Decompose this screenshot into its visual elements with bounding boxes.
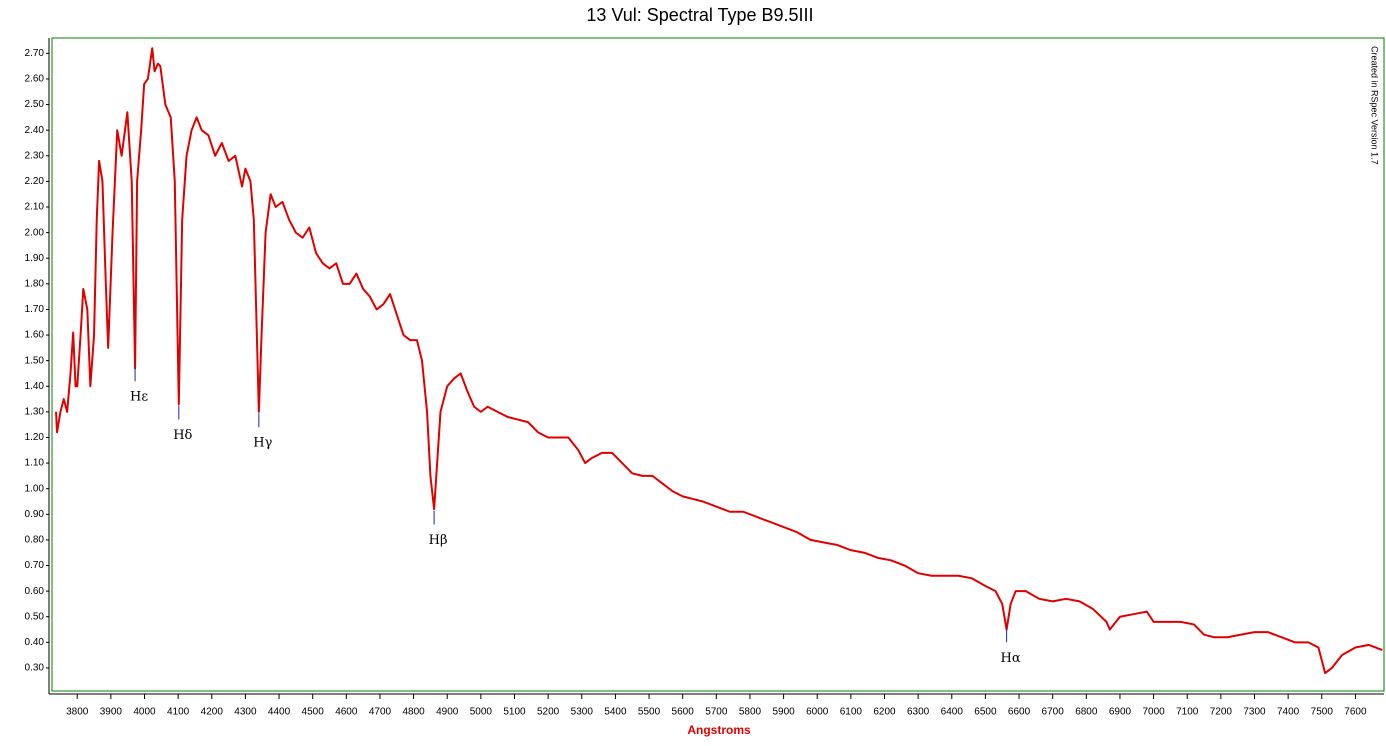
x-axis-label: Angstroms: [687, 723, 751, 737]
y-tick-label: 1.20: [25, 432, 45, 443]
y-tick-label: 1.40: [25, 381, 45, 392]
y-tick-label: 0.90: [25, 509, 45, 520]
y-tick-label: 1.80: [25, 278, 45, 289]
x-tick-label: 5500: [638, 707, 661, 718]
x-tick-label: 6800: [1075, 707, 1098, 718]
x-tick-label: 5000: [470, 707, 493, 718]
line-label: Hβ: [429, 533, 448, 548]
x-tick-label: 7500: [1311, 707, 1334, 718]
x-tick-label: 6200: [873, 707, 896, 718]
y-tick-label: 0.70: [25, 560, 45, 571]
y-tick-label: 2.10: [25, 202, 45, 213]
plot-frame: [51, 37, 1385, 692]
x-tick-label: 7100: [1176, 707, 1199, 718]
x-tick-label: 6000: [806, 707, 829, 718]
y-tick-label: 2.20: [25, 176, 45, 187]
x-tick-label: 4100: [167, 707, 190, 718]
chart-title: 13 Vul: Spectral Type B9.5III: [586, 5, 813, 25]
x-tick-label: 4600: [335, 707, 358, 718]
x-tick-label: 7300: [1243, 707, 1266, 718]
x-tick-label: 7200: [1210, 707, 1233, 718]
x-tick-label: 4800: [402, 707, 425, 718]
y-tick-label: 2.50: [25, 99, 45, 110]
line-label: Hα: [1001, 651, 1021, 666]
y-tick-label: 2.40: [25, 125, 45, 136]
y-tick-label: 0.50: [25, 611, 45, 622]
y-tick-label: 0.60: [25, 586, 45, 597]
x-tick-label: 6600: [1008, 707, 1031, 718]
line-label: Hδ: [173, 428, 192, 443]
x-tick-label: 5100: [503, 707, 526, 718]
y-tick-label: 1.00: [25, 483, 45, 494]
x-tick-label: 6700: [1042, 707, 1065, 718]
x-tick-label: 4000: [133, 707, 156, 718]
y-tick-label: 1.60: [25, 330, 45, 341]
x-tick-label: 5300: [571, 707, 594, 718]
y-tick-label: 2.30: [25, 150, 45, 161]
x-tick-label: 5600: [672, 707, 695, 718]
x-tick-label: 7600: [1344, 707, 1367, 718]
y-tick-label: 1.50: [25, 355, 45, 366]
x-tick-label: 6900: [1109, 707, 1132, 718]
y-tick-label: 0.80: [25, 535, 45, 546]
y-tick-label: 1.70: [25, 304, 45, 315]
x-tick-label: 3800: [66, 707, 89, 718]
x-tick-label: 7000: [1142, 707, 1165, 718]
y-tick-label: 1.30: [25, 407, 45, 418]
x-tick-label: 4400: [268, 707, 291, 718]
y-tick-label: 2.00: [25, 227, 45, 238]
watermark: Created in RSpec Version 1.7: [1370, 46, 1380, 165]
y-tick-label: 0.30: [25, 663, 45, 674]
line-label: Hγ: [253, 436, 272, 451]
y-tick-label: 2.70: [25, 48, 45, 59]
x-tick-label: 4300: [234, 707, 257, 718]
x-tick-label: 4700: [369, 707, 392, 718]
y-tick-label: 2.60: [25, 74, 45, 85]
x-tick-label: 5200: [537, 707, 560, 718]
y-tick-label: 0.40: [25, 637, 45, 648]
x-tick-label: 6400: [941, 707, 964, 718]
x-tick-label: 5900: [772, 707, 795, 718]
x-tick-label: 4900: [436, 707, 459, 718]
x-tick-label: 5400: [604, 707, 627, 718]
y-tick-label: 1.90: [25, 253, 45, 264]
spectrum-line: [55, 47, 1383, 675]
line-label: Hε: [130, 390, 148, 405]
x-tick-label: 6100: [840, 707, 863, 718]
x-tick-label: 4500: [302, 707, 325, 718]
x-tick-label: 7400: [1277, 707, 1300, 718]
x-tick-label: 6300: [907, 707, 930, 718]
x-tick-label: 3900: [100, 707, 123, 718]
y-tick-label: 1.10: [25, 458, 45, 469]
x-tick-label: 6500: [974, 707, 997, 718]
x-tick-label: 5800: [739, 707, 762, 718]
x-tick-label: 4200: [201, 707, 224, 718]
x-tick-label: 5700: [705, 707, 728, 718]
